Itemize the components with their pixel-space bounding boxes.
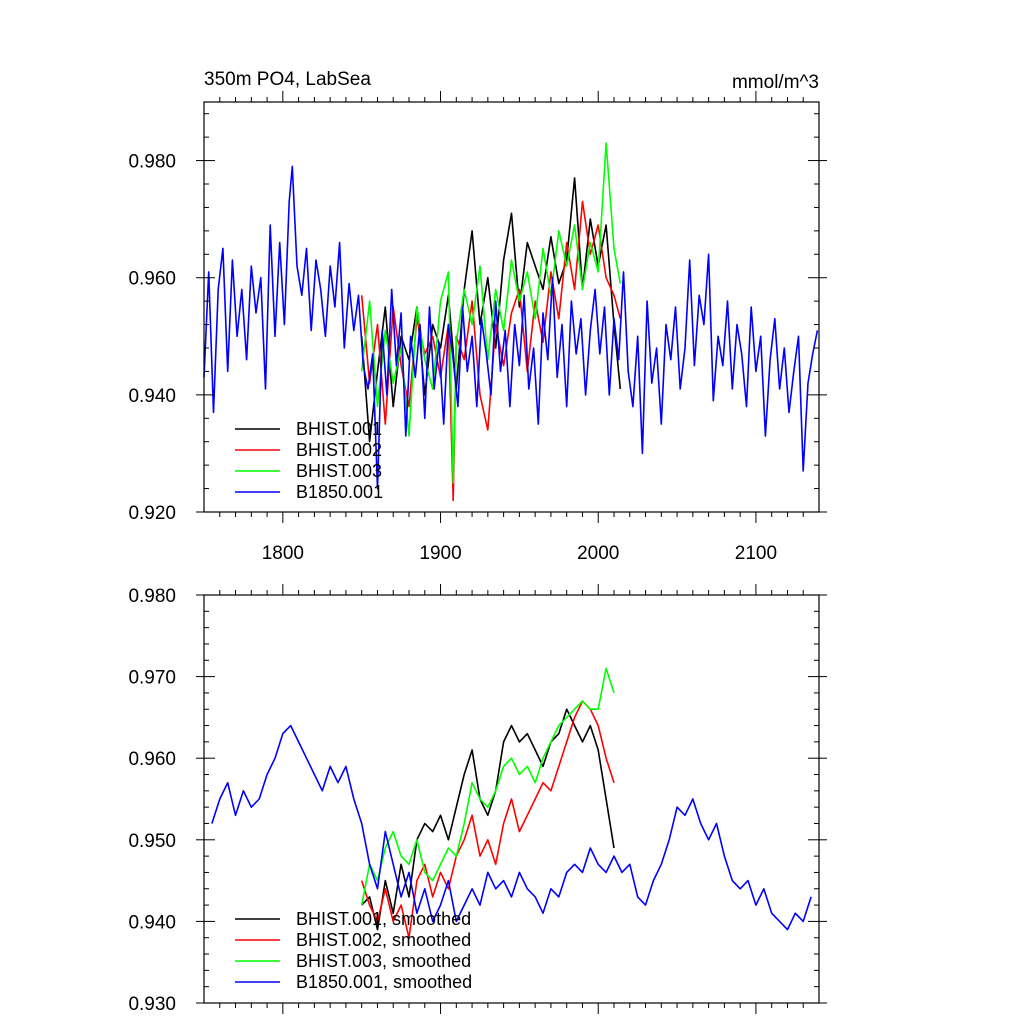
legend-label: B1850.001, smoothed: [296, 972, 472, 992]
series-line-bhist-002: [360, 200, 622, 502]
y-tick-label: 0.930: [128, 994, 176, 1015]
y-tick-label: 0.980: [128, 586, 176, 607]
series-line-bhist-003: [360, 142, 622, 484]
series-line-b1850-001: [203, 165, 819, 490]
legend-label: BHIST.002, smoothed: [296, 930, 471, 950]
x-tick-label: 1800: [262, 543, 304, 564]
legend-label: BHIST.002: [296, 440, 382, 460]
units-label: mmol/m^3: [732, 72, 819, 93]
series-line-bhist-001: [360, 177, 622, 443]
series-line-b1850-001-smoothed: [211, 724, 812, 931]
y-tick-label: 0.970: [128, 668, 176, 689]
y-tick-label: 0.920: [128, 503, 176, 524]
bottom-panel: 0.930 0.940 0.950 0.960 0.970 0.980 BHIST.001,…: [128, 584, 827, 1015]
plot-frame: [203, 101, 820, 513]
chart-title: 350m PO4, LabSea: [204, 69, 371, 90]
plot-frame: [203, 594, 820, 1004]
legend-label: BHIST.003: [296, 461, 382, 481]
y-tick-label: 0.950: [128, 831, 176, 852]
series-line-bhist-003-smoothed: [360, 667, 615, 906]
x-tick-label: 1900: [419, 543, 461, 564]
y-tick-label: 0.960: [128, 269, 176, 290]
y-tick-label: 0.960: [128, 749, 176, 770]
series-line-bhist-002-smoothed: [360, 700, 615, 939]
y-tick-label: 0.980: [128, 152, 176, 173]
x-tick-label: 2000: [577, 543, 619, 564]
x-tick-label: 2100: [735, 543, 777, 564]
y-tick-label: 0.940: [128, 386, 176, 407]
legend-label: BHIST.003, smoothed: [296, 951, 471, 971]
legend-label: BHIST.001, smoothed: [296, 909, 471, 929]
series-line-bhist-001-smoothed: [361, 708, 615, 931]
legend-label: BHIST.001: [296, 419, 382, 439]
top-panel: 1800 1900 2000 2100 0.920 0.940 0.960 0.980 BHIS…: [128, 91, 827, 564]
y-tick-label: 0.940: [128, 912, 176, 933]
legend-label: B1850.001: [296, 482, 383, 502]
